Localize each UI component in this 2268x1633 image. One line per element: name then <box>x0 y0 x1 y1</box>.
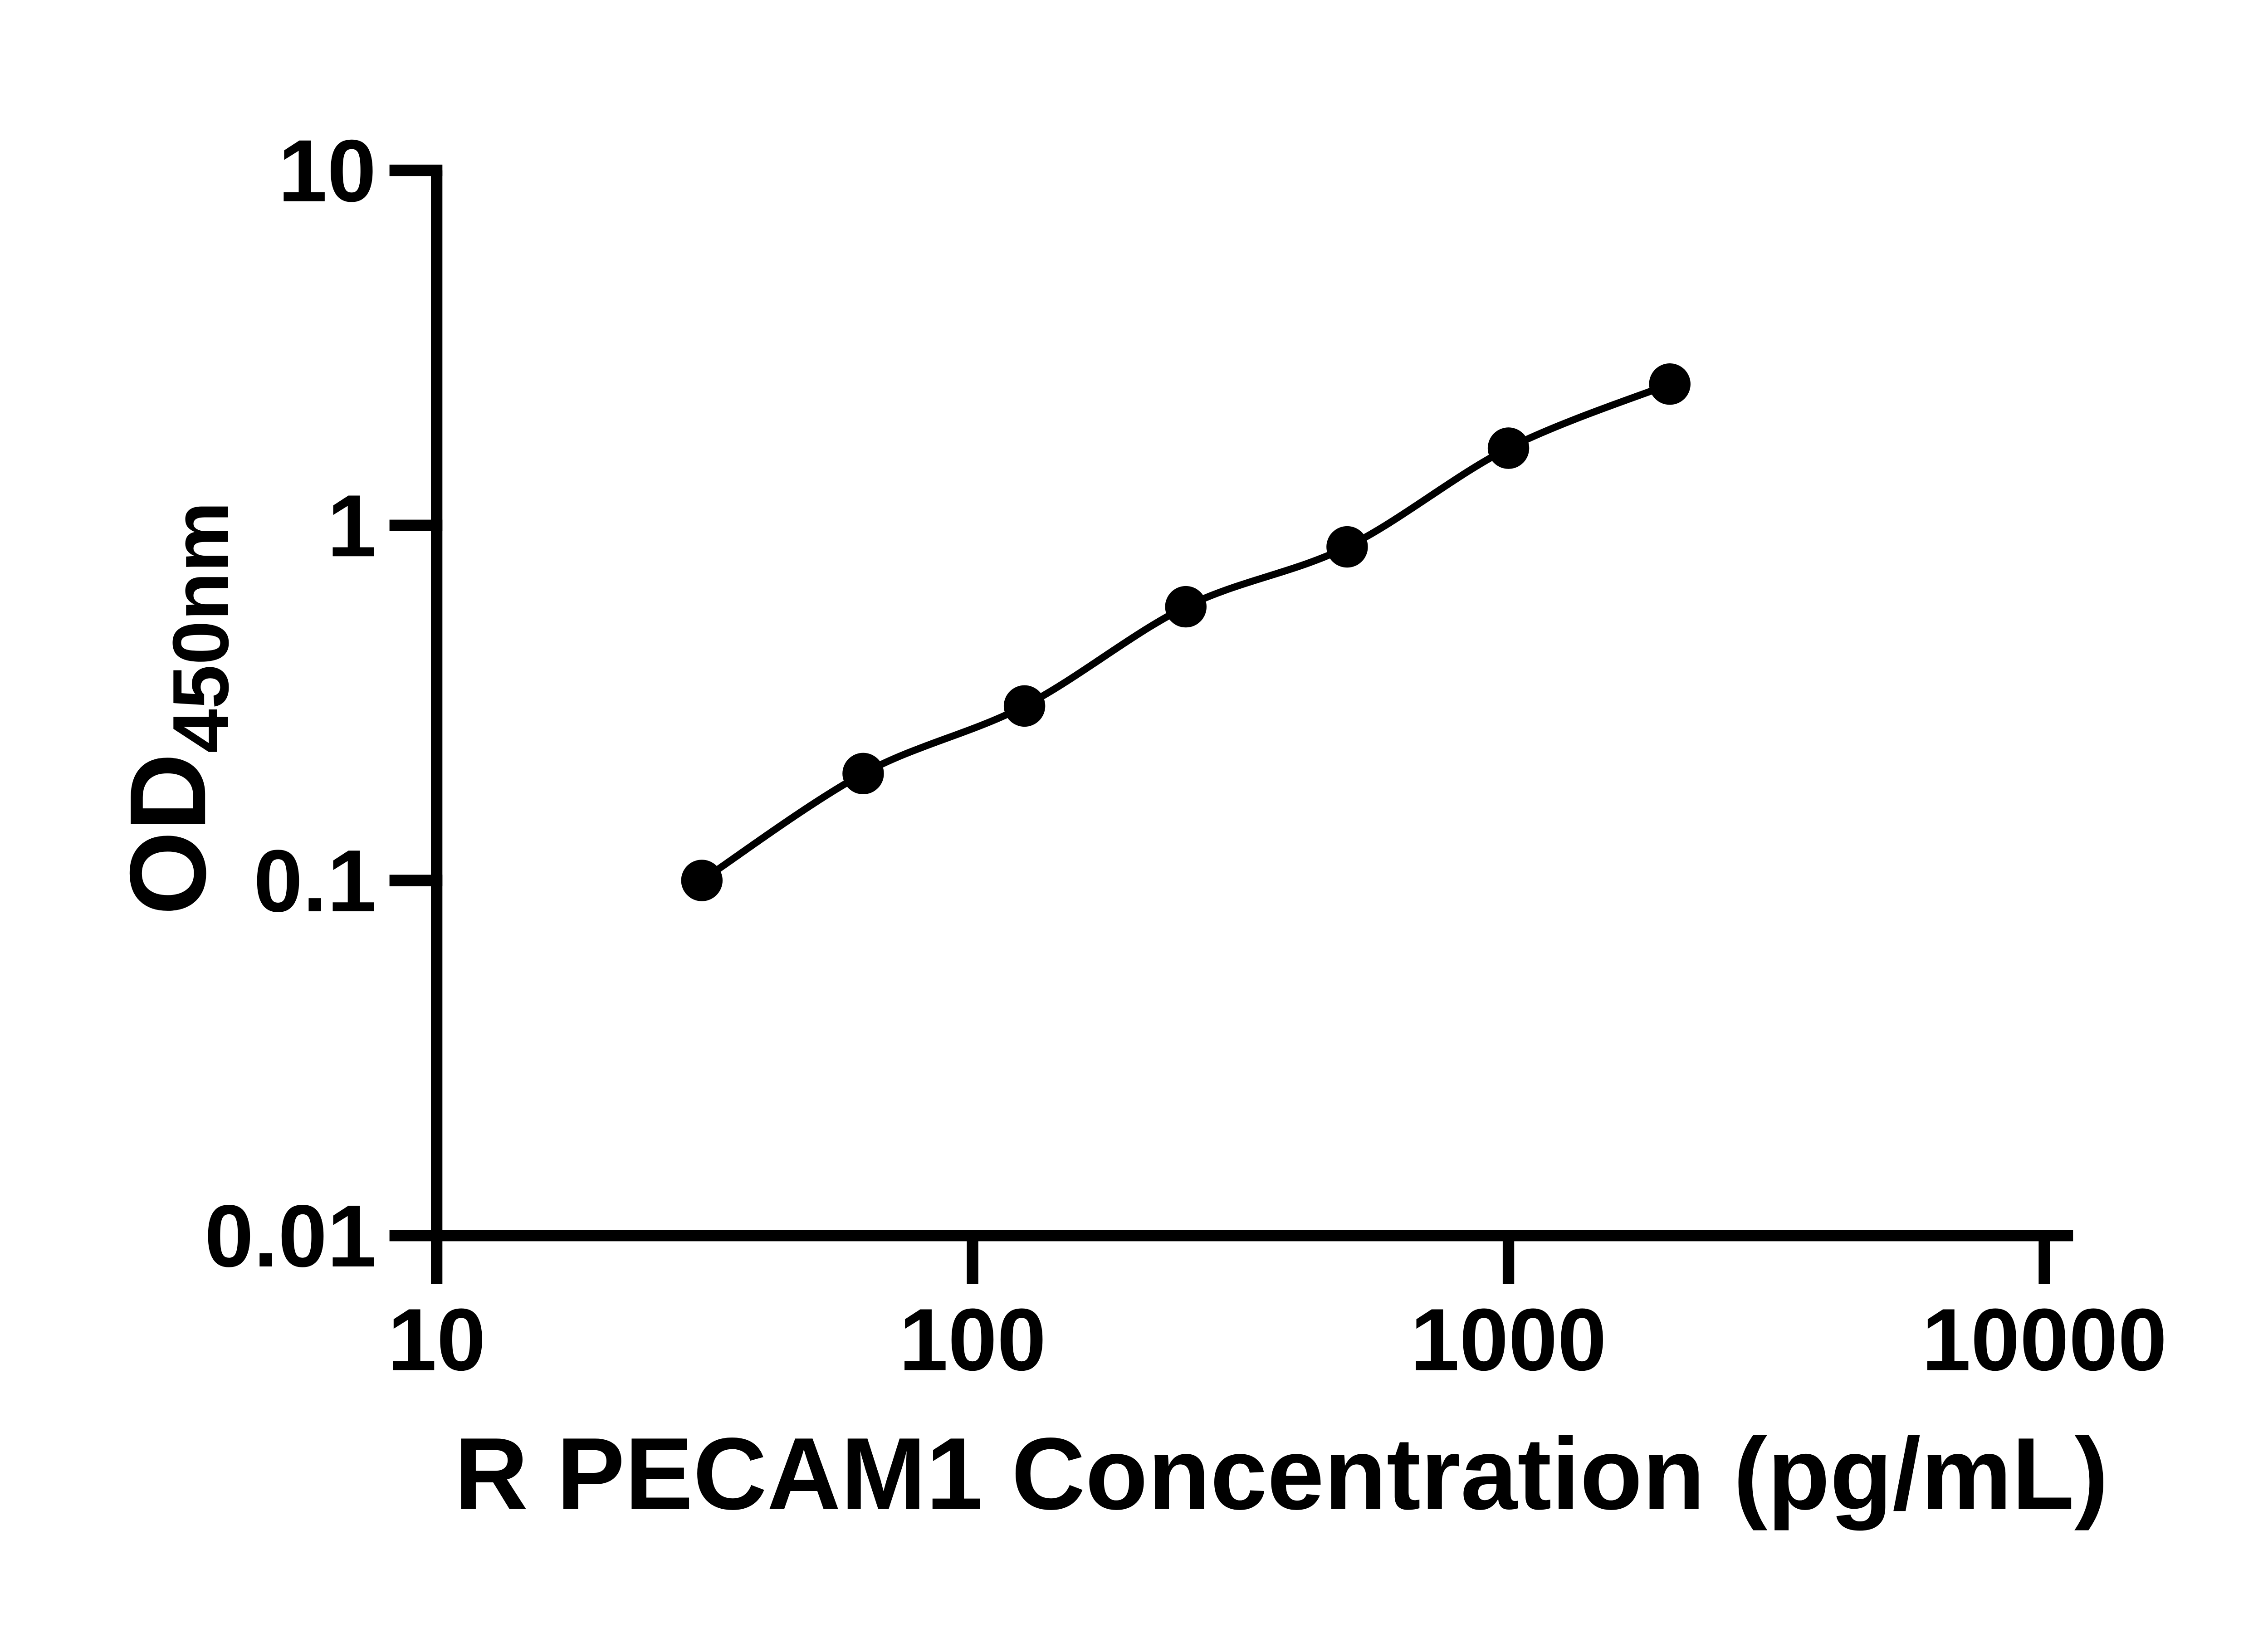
data-point-marker <box>842 753 884 795</box>
x-axis-ticks: 10 100 1000 10000 <box>388 1230 2167 1389</box>
y-tick-label: 10 <box>278 122 376 220</box>
data-point-marker <box>1326 526 1368 568</box>
y-tick-label: 0.01 <box>205 1187 376 1286</box>
data-point-marker <box>1003 685 1046 727</box>
data-point-marker <box>1165 586 1207 628</box>
x-tick-label: 10000 <box>1922 1291 2167 1389</box>
y-tick-label: 1 <box>327 477 376 575</box>
data-point-marker <box>681 860 723 901</box>
x-tick-label: 100 <box>899 1291 1046 1389</box>
data-point-markers <box>681 363 1691 901</box>
data-point-marker <box>1487 427 1530 469</box>
y-axis-title-subscript: 450nm <box>157 502 245 753</box>
x-tick-label: 10 <box>388 1291 486 1389</box>
x-axis-title: R PECAM1 Concentration (pg/mL) <box>454 1417 2108 1531</box>
data-point-marker <box>1649 363 1691 405</box>
y-axis-title-main: OD <box>108 753 228 915</box>
y-axis-title: OD450nm <box>108 502 245 915</box>
y-tick-label: 0.1 <box>254 832 376 930</box>
x-tick-label: 1000 <box>1410 1291 1607 1389</box>
axes <box>431 170 2073 1242</box>
y-axis-ticks: 0.01 0.1 1 10 <box>205 122 443 1286</box>
